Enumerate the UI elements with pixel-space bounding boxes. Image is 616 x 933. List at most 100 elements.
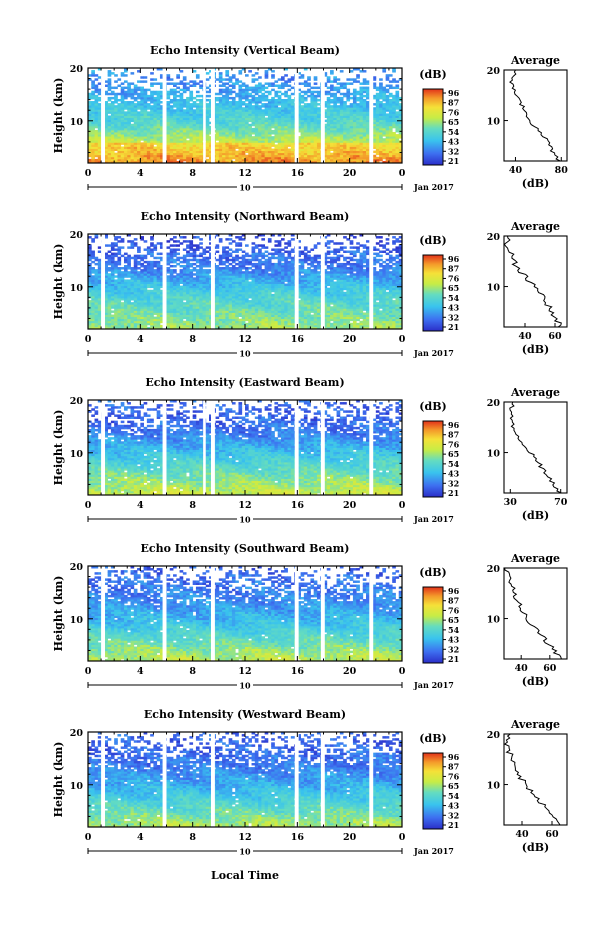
heatmap-cell: [134, 97, 138, 99]
heatmap-cell: [242, 82, 246, 84]
x-tick-label: 20: [343, 168, 357, 179]
x-tick-label: 0: [85, 168, 92, 179]
heatmap-cell: [216, 142, 220, 144]
heatmap-cell: [193, 80, 197, 82]
heatmap-cell: [395, 80, 399, 82]
heatmap-cell: [356, 103, 360, 105]
heatmap-cell: [242, 101, 246, 103]
heatmap-cell: [301, 91, 305, 93]
heatmap-cell: [310, 91, 314, 93]
heatmap-cell: [111, 87, 115, 89]
heatmap-cell: [170, 78, 174, 80]
heatmap-cell: [245, 85, 249, 87]
heatmap-cell: [150, 91, 154, 93]
heatmap-cell: [176, 99, 180, 101]
heatmap-cell: [248, 87, 252, 89]
heatmap-cell: [317, 103, 321, 105]
heatmap-cell: [330, 93, 334, 95]
heatmap-cell: [268, 82, 272, 84]
heatmap-cell: [265, 118, 269, 120]
heatmap-cells: [88, 68, 402, 163]
heatmap-cell: [193, 101, 197, 103]
heatmap-cell: [252, 74, 256, 76]
heatmap-cell: [255, 85, 259, 87]
heatmap-cell: [278, 91, 282, 93]
heatmap-cell: [265, 82, 269, 84]
heatmap-cell: [288, 95, 292, 97]
heatmap-cell: [98, 76, 102, 78]
heatmap-cell: [314, 82, 318, 84]
heatmap-cell: [206, 87, 210, 89]
heatmap-cell: [268, 99, 272, 101]
heatmap-cell: [288, 89, 292, 91]
data-gap: [321, 68, 325, 163]
heatmap-cell: [206, 103, 210, 105]
heatmap-cell: [238, 70, 242, 72]
heatmap-cell: [219, 85, 223, 87]
heatmap-cell: [284, 91, 288, 93]
heatmap-cell: [314, 87, 318, 89]
heatmap-cell: [176, 74, 180, 76]
heatmap-cell: [150, 78, 154, 80]
heatmap-cell: [131, 302, 135, 304]
heatmap-cell: [376, 93, 380, 95]
heatmap-cell: [134, 103, 138, 105]
heatmap-cell: [91, 70, 95, 72]
heatmap-cell: [153, 82, 157, 84]
heatmap-cell: [235, 78, 239, 80]
heatmap-cell: [137, 93, 141, 95]
heatmap-cell: [252, 105, 256, 107]
x-tick-label: 16: [291, 168, 305, 179]
heatmap-cell: [274, 80, 278, 82]
heatmap-cell: [379, 310, 383, 312]
heatmap-cell: [376, 87, 380, 89]
heatmap-cell: [248, 93, 252, 95]
heatmap-cell: [389, 85, 393, 87]
heatmap-cell: [134, 85, 138, 87]
heatmap-cell: [350, 82, 354, 84]
heatmap-cell: [252, 78, 256, 80]
heatmap-cell: [216, 93, 220, 95]
heatmap-cell: [337, 97, 341, 99]
heatmap-cell: [91, 91, 95, 93]
heatmap-cell: [170, 105, 174, 107]
heatmap-cell: [301, 74, 305, 76]
heatmap-cell: [206, 159, 210, 161]
heatmap-cell: [111, 91, 115, 93]
heatmap-cell: [248, 300, 252, 302]
heatmap-cell: [186, 87, 190, 89]
heatmap-cell: [225, 82, 229, 84]
heatmap-cell: [121, 146, 125, 148]
heatmap-cell: [137, 87, 141, 89]
heatmap-cell: [98, 89, 102, 91]
heatmap-cell: [301, 95, 305, 97]
heatmap-cell: [95, 159, 99, 161]
heatmap-cell: [304, 80, 308, 82]
average-x-label: (dB): [522, 177, 549, 190]
heatmap-cell: [333, 87, 337, 89]
heatmap-cell: [382, 87, 386, 89]
heatmap-cell: [108, 97, 112, 99]
x-tick-label: 8: [189, 168, 196, 179]
heatmap-cell: [248, 70, 252, 72]
heatmap-cell: [363, 70, 367, 72]
heatmap-cell: [281, 93, 285, 95]
panel-title: Echo Intensity (Northward Beam): [141, 210, 350, 223]
heatmap-cell: [173, 109, 177, 111]
heatmap-cell: [356, 91, 360, 93]
heatmap-cell: [386, 85, 390, 87]
heatmap-cell: [288, 78, 292, 80]
heatmap-cell: [111, 310, 115, 312]
average-x-tick-label: 80: [555, 165, 569, 176]
heatmap-cell: [389, 93, 393, 95]
heatmap-cell: [147, 95, 151, 97]
heatmap-cell: [353, 89, 357, 91]
heatmap-cell: [363, 312, 367, 314]
heatmap-cell: [359, 87, 363, 89]
heatmap-cell: [386, 74, 390, 76]
heatmap-cell: [271, 97, 275, 99]
heatmap-cell: [124, 101, 128, 103]
heatmap-cell: [225, 78, 229, 80]
heatmap-cell: [167, 101, 171, 103]
heatmap-cell: [278, 85, 282, 87]
